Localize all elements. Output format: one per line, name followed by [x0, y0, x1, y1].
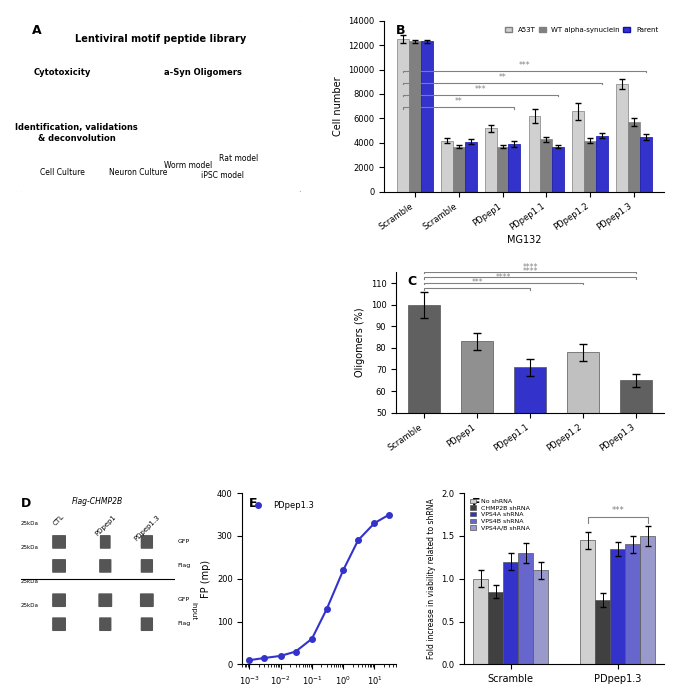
Text: GFP: GFP [177, 538, 190, 544]
Text: PDpep1.3: PDpep1.3 [133, 514, 161, 542]
Text: Rat model: Rat model [219, 154, 258, 163]
Bar [464, 142, 477, 192]
Bar [625, 545, 640, 664]
FancyBboxPatch shape [140, 593, 154, 607]
Text: ****: **** [496, 273, 512, 282]
Bar [595, 600, 610, 664]
Legend: PDpep1.3: PDpep1.3 [247, 497, 317, 513]
FancyBboxPatch shape [99, 559, 112, 573]
Bar [640, 137, 651, 192]
FancyBboxPatch shape [100, 535, 111, 549]
Bar [552, 147, 564, 192]
Text: Neuron Culture: Neuron Culture [109, 168, 167, 177]
Y-axis label: Fold increase in viability related to shRNA: Fold increase in viability related to sh… [427, 499, 436, 659]
Text: PDpep1: PDpep1 [94, 514, 117, 537]
Text: D: D [21, 497, 31, 510]
Bar [508, 144, 521, 192]
X-axis label: MG132: MG132 [507, 235, 542, 245]
Text: ***: *** [475, 85, 486, 94]
FancyBboxPatch shape [140, 559, 153, 573]
Text: **: ** [499, 73, 506, 82]
Text: Flag: Flag [177, 562, 191, 568]
Bar [580, 540, 595, 664]
Text: Cell Culture: Cell Culture [40, 168, 85, 177]
Y-axis label: FP (mp): FP (mp) [201, 560, 211, 598]
Bar [497, 147, 508, 192]
Text: ***: *** [612, 506, 624, 515]
Text: ****: **** [523, 263, 538, 272]
Text: Identification, validations
& deconvolution: Identification, validations & deconvolut… [15, 123, 138, 142]
Y-axis label: Cell number: Cell number [333, 77, 343, 136]
Bar [584, 140, 596, 192]
Y-axis label: Oligomers (%): Oligomers (%) [355, 308, 365, 377]
Bar [596, 136, 608, 192]
FancyBboxPatch shape [52, 535, 66, 549]
Bar [573, 111, 584, 192]
Text: ***: *** [519, 60, 530, 69]
FancyBboxPatch shape [140, 617, 153, 631]
FancyBboxPatch shape [99, 593, 112, 607]
Bar [514, 367, 546, 521]
Bar [533, 570, 548, 664]
Text: ***: *** [471, 278, 483, 287]
Text: Lentiviral motif peptide library: Lentiviral motif peptide library [75, 34, 246, 45]
Text: Worm model: Worm model [164, 161, 212, 170]
Text: F: F [472, 497, 481, 510]
Text: Flag-CHMP2B: Flag-CHMP2B [72, 497, 123, 506]
FancyBboxPatch shape [52, 559, 66, 573]
FancyBboxPatch shape [18, 18, 303, 194]
FancyBboxPatch shape [52, 617, 66, 631]
Bar [473, 579, 488, 664]
Text: 25kDa: 25kDa [21, 545, 38, 549]
Bar [421, 41, 433, 192]
Bar [409, 41, 421, 192]
Bar [462, 341, 493, 521]
Bar [616, 84, 628, 192]
Legend: No shRNA, CHMP2B shRNA, VPS4A shRNA, VPS4B shRNA, VPS4A/B shRNA: No shRNA, CHMP2B shRNA, VPS4A shRNA, VPS… [467, 496, 532, 533]
Text: 25kDa: 25kDa [21, 579, 38, 584]
Text: a-Syn Oligomers: a-Syn Oligomers [164, 68, 241, 77]
Bar [408, 305, 440, 521]
Text: CTL: CTL [52, 514, 66, 527]
Text: A: A [32, 24, 41, 37]
FancyBboxPatch shape [52, 593, 66, 607]
Bar [488, 592, 503, 664]
Bar [540, 139, 552, 192]
Bar [567, 352, 599, 521]
Bar [453, 147, 464, 192]
Bar [621, 380, 652, 521]
Text: **: ** [455, 97, 462, 106]
FancyBboxPatch shape [140, 535, 153, 549]
Text: Input: Input [190, 602, 196, 621]
Text: GFP: GFP [177, 597, 190, 602]
Text: 25kDa: 25kDa [21, 603, 38, 608]
Text: ****: **** [523, 268, 538, 277]
Text: E: E [249, 497, 257, 510]
FancyBboxPatch shape [99, 617, 112, 631]
Bar [610, 549, 625, 664]
Bar [519, 553, 533, 664]
Text: iPSC model: iPSC model [201, 171, 244, 180]
Text: 25kDa: 25kDa [21, 521, 38, 525]
Bar [628, 122, 640, 192]
Text: C: C [407, 275, 416, 288]
Text: Cytotoxicity: Cytotoxicity [34, 68, 91, 77]
Text: B: B [396, 24, 406, 37]
Bar [441, 140, 453, 192]
Bar [503, 562, 519, 664]
Bar [397, 39, 409, 192]
Bar [640, 536, 656, 664]
Text: Flag: Flag [177, 621, 191, 626]
Bar [485, 128, 497, 192]
Legend: A53T, WT alpha-synuclein, Parent: A53T, WT alpha-synuclein, Parent [502, 24, 661, 36]
Bar [529, 116, 540, 192]
